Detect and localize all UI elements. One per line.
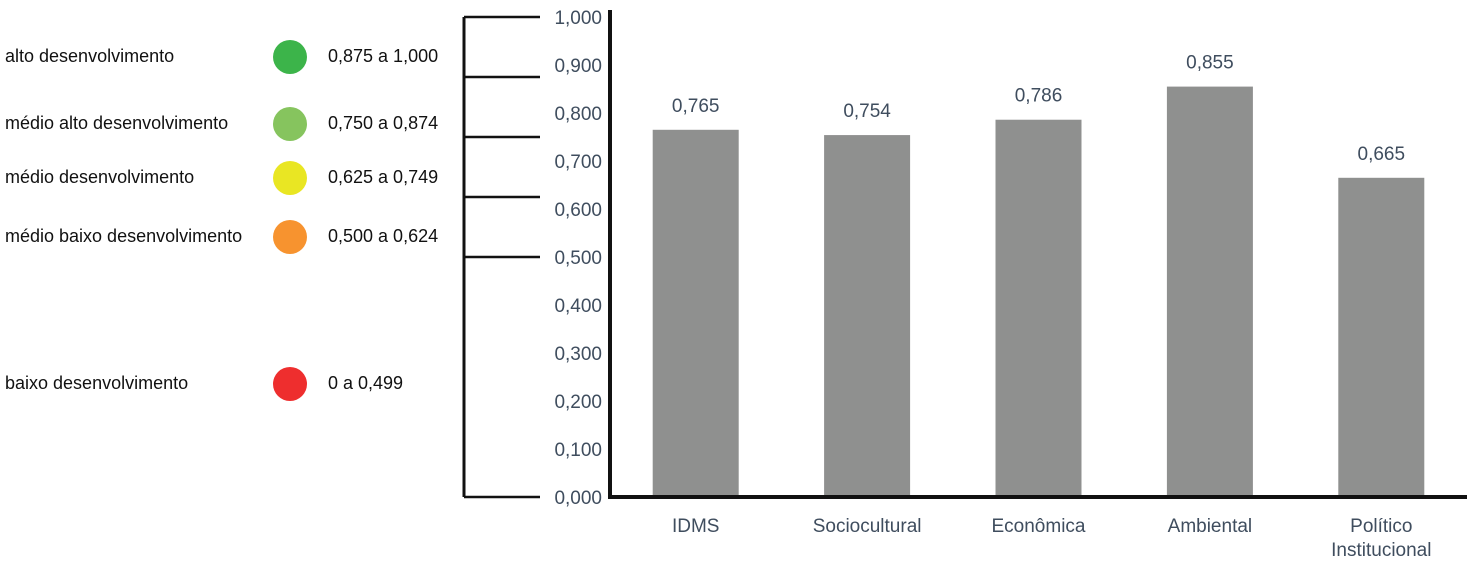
y-tick-label: 0,700	[554, 152, 602, 173]
y-tick-label: 0,100	[554, 440, 602, 461]
legend-item-label: baixo desenvolvimento	[5, 373, 189, 393]
legend-item-range: 0,500 a 0,624	[328, 226, 439, 246]
y-tick-label: 0,600	[554, 200, 602, 221]
y-tick-label: 0,400	[554, 296, 602, 317]
x-tick-label: Sociocultural	[813, 516, 922, 537]
bar	[995, 119, 1082, 497]
data-label: 0,855	[1186, 53, 1234, 74]
legend-color-dot	[273, 40, 307, 74]
legend-item-label: médio baixo desenvolvimento	[5, 226, 243, 246]
data-label: 0,665	[1358, 144, 1406, 165]
legend: alto desenvolvimento 0,875 a 1,000 médio a…	[0, 0, 460, 562]
y-tick-label: 0,500	[554, 248, 602, 269]
x-tick-label: IDMS	[672, 516, 720, 537]
legend-color-dot	[273, 367, 307, 401]
bar	[1338, 177, 1425, 498]
data-label: 0,786	[1015, 86, 1063, 107]
y-tick-label: 0,200	[554, 392, 602, 413]
legend-item-range: 0,625 a 0,749	[328, 167, 439, 187]
legend-item-range: 0,875 a 1,000	[328, 46, 439, 66]
y-tick-label: 0,900	[554, 56, 602, 77]
legend-item-label: médio alto desenvolvimento	[5, 113, 229, 133]
y-tick-label: 0,000	[554, 488, 602, 509]
data-label: 0,765	[672, 96, 720, 117]
legend-color-dot	[273, 220, 307, 254]
y-tick-label: 1,000	[554, 8, 602, 29]
x-tick-label: Econômica	[992, 516, 1086, 537]
data-label: 0,754	[843, 101, 891, 122]
legend-item-label: alto desenvolvimento	[5, 46, 175, 66]
bar	[1166, 86, 1253, 497]
legend-item-range: 0,750 a 0,874	[328, 113, 439, 133]
legend-item-range: 0 a 0,499	[328, 373, 404, 393]
legend-color-dot	[273, 107, 307, 141]
x-tick-label: Ambiental	[1168, 516, 1253, 537]
bar	[824, 135, 911, 497]
bar	[652, 129, 739, 498]
x-tick-label: Político Institucional	[1331, 516, 1431, 561]
legend-color-dot	[273, 161, 307, 195]
y-tick-label: 0,800	[554, 104, 602, 125]
legend-item-label: médio desenvolvimento	[5, 167, 195, 187]
y-tick-label: 0,300	[554, 344, 602, 365]
